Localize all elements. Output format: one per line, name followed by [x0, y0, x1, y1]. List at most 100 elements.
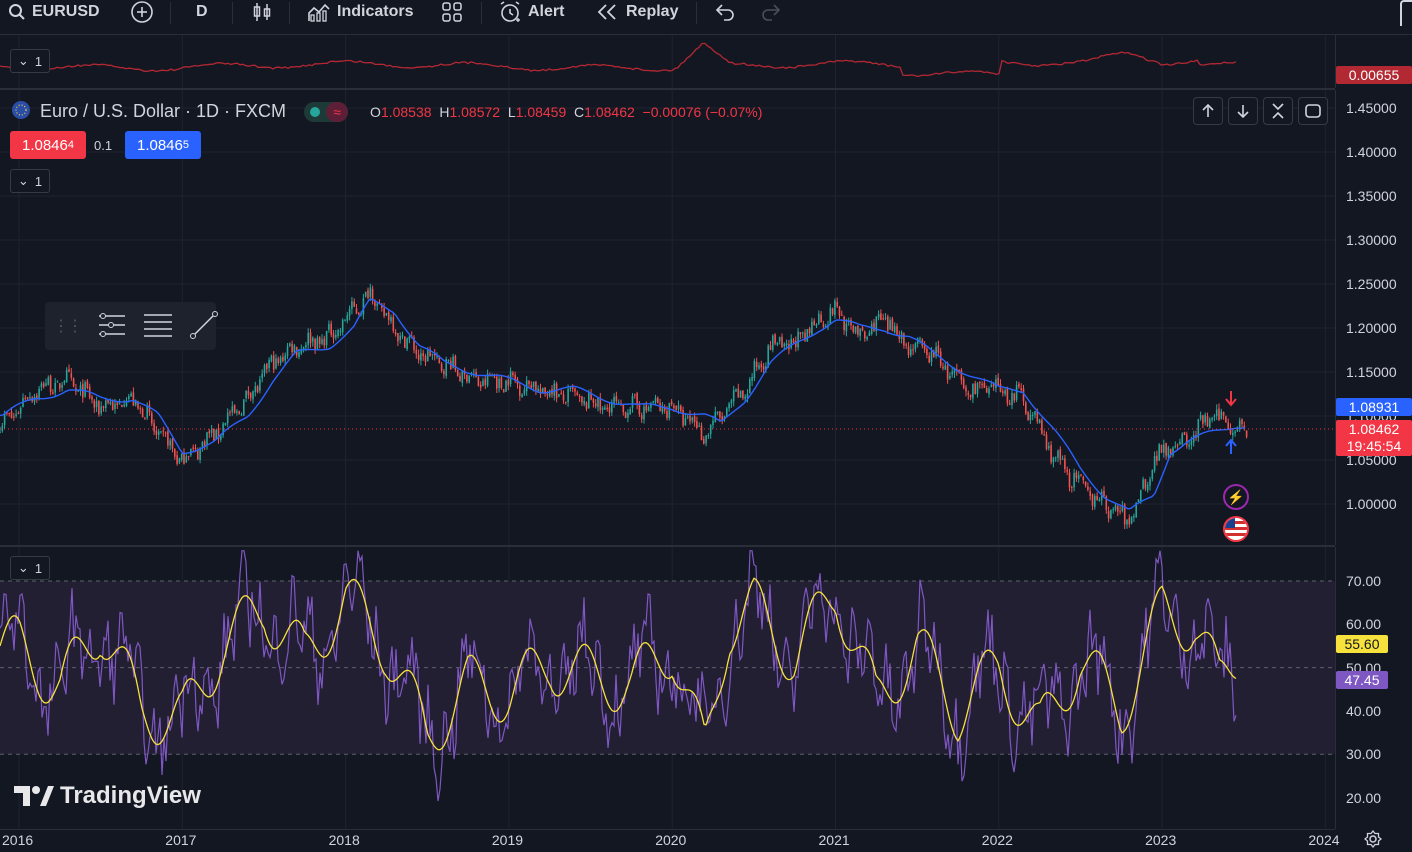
candle-body [953, 367, 956, 373]
candle-body [1245, 430, 1248, 438]
chart-type-button[interactable] [251, 0, 273, 24]
candle-body [243, 399, 245, 416]
candle-body [52, 392, 54, 394]
redo-button[interactable] [760, 0, 782, 24]
price-tick-label: 1.05000 [1346, 452, 1397, 468]
move-pane-up-button[interactable] [1193, 97, 1223, 125]
trend-line-tool-icon[interactable] [189, 310, 219, 343]
candle-body [316, 338, 319, 349]
rsi-collapse-button[interactable]: ⌄ 1 [10, 556, 50, 580]
candle-body [298, 352, 300, 357]
candle-body [1202, 415, 1204, 424]
candle-body [413, 337, 415, 351]
candle-body [210, 429, 213, 433]
indicators-button[interactable]: Indicators [307, 0, 413, 24]
candle-body [91, 396, 93, 400]
candle-body [247, 390, 250, 395]
drag-handle-icon[interactable]: ⋮⋮ [53, 318, 83, 335]
compare-button[interactable] [130, 0, 154, 24]
candle-body [466, 374, 468, 382]
candle-body [532, 381, 535, 387]
indicators-collapse-button[interactable]: ⌄ 1 [10, 169, 50, 193]
rewind-icon [596, 2, 620, 22]
replay-button[interactable]: Replay [596, 0, 678, 24]
candle-body [728, 403, 730, 409]
top-indicator-axis[interactable]: 0.00655 [1335, 35, 1412, 88]
candle-body [898, 334, 901, 339]
templates-button[interactable] [441, 0, 463, 24]
candle-body [753, 360, 756, 379]
interval-button[interactable]: D [196, 0, 208, 24]
candle-body [431, 353, 434, 355]
us-flag-event-icon[interactable] [1223, 516, 1249, 542]
time-tick-label: 2018 [328, 832, 360, 848]
horizontal-lines-icon[interactable] [143, 312, 173, 341]
candle-body [1133, 515, 1135, 518]
candle-body [233, 405, 236, 414]
settings-gear-icon[interactable] [1363, 829, 1383, 851]
candle-body [1036, 411, 1039, 422]
candle-body [1165, 443, 1167, 456]
candle-body [447, 359, 450, 361]
candle-body [732, 390, 735, 402]
candle-body [226, 412, 229, 424]
rsi-axis[interactable]: 70.00 60.00 50.00 40.00 30.00 20.00 55.60 47.45 [1335, 547, 1412, 829]
candle-body [245, 390, 247, 399]
symbol-search-button[interactable]: EURUSD [8, 0, 100, 24]
low-value: 1.08459 [515, 103, 567, 120]
sell-button[interactable]: 1.0846 4 [10, 131, 86, 159]
candle-body [1236, 429, 1239, 432]
candle-body [935, 346, 937, 357]
candle-body [949, 375, 951, 379]
candle-body [700, 425, 703, 441]
candle-body [500, 377, 503, 388]
tradingview-watermark[interactable]: TradingView [14, 782, 201, 810]
undo-button[interactable] [714, 0, 736, 24]
lightning-event-icon[interactable]: ⚡ [1223, 484, 1249, 510]
maximize-pane-button[interactable] [1298, 97, 1328, 125]
low-label: L [507, 103, 516, 120]
time-axis[interactable]: 2016 2017 2018 2019 2020 2021 2022 2023 2024 [0, 829, 1340, 852]
candle-body [270, 355, 273, 362]
candle-body [355, 308, 358, 314]
pane-separator[interactable] [0, 545, 1335, 547]
candle-body [206, 432, 208, 445]
candle-body [960, 369, 963, 380]
trendline-settings-icon[interactable] [97, 312, 127, 341]
chart-canvas[interactable] [0, 35, 1335, 851]
candle-body [684, 418, 687, 426]
candle-body [636, 393, 638, 405]
pane-separator[interactable] [0, 88, 1335, 90]
price-axis[interactable]: 1.45000 1.40000 1.35000 1.30000 1.25000 1.200… [1335, 90, 1412, 545]
candle-body [670, 401, 673, 405]
candle-body [240, 414, 243, 416]
symbol-title[interactable]: Euro / U.S. Dollar · 1D · FXCM [40, 101, 287, 121]
candle-body [820, 314, 822, 323]
candle-body [42, 383, 45, 387]
top-indicator-collapse-button[interactable]: ⌄ 1 [10, 49, 50, 73]
toolbar-divider [481, 2, 482, 24]
collapse-pane-button[interactable] [1263, 97, 1293, 125]
rsi-value-badge: 47.45 [1336, 671, 1388, 689]
candle-body [1220, 411, 1223, 420]
candle-body [417, 354, 420, 360]
candle-body [486, 373, 489, 386]
alert-button[interactable]: Alert [498, 0, 564, 24]
candle-body [523, 389, 526, 394]
candle-body [424, 356, 427, 362]
move-pane-down-button[interactable] [1228, 97, 1258, 125]
collapse-count: 1 [34, 53, 43, 69]
last-price-badge: 1.08462 19:45:54 [1336, 420, 1412, 456]
candle-body [222, 423, 224, 436]
alert-label: Alert [528, 3, 565, 20]
candle-body [1008, 403, 1011, 405]
candle-body [657, 397, 659, 403]
candle-body [332, 333, 335, 339]
candle-body [988, 388, 990, 394]
buy-button[interactable]: 1.0846 5 [125, 131, 201, 159]
candle-body [613, 396, 615, 403]
bar-countdown: 19:45:54 [1346, 438, 1402, 454]
interval-label: D [196, 3, 208, 20]
candle-body [1119, 511, 1121, 513]
market-status-badge[interactable]: ≈ [304, 101, 349, 122]
